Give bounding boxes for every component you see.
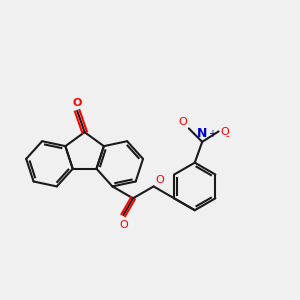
Text: O: O [155,175,164,185]
Text: O: O [73,98,82,108]
Text: -: - [225,131,229,141]
Text: N: N [197,128,207,140]
Text: +: + [208,130,216,140]
Text: O: O [119,220,128,230]
Text: O: O [178,117,187,127]
Text: O: O [220,127,229,137]
